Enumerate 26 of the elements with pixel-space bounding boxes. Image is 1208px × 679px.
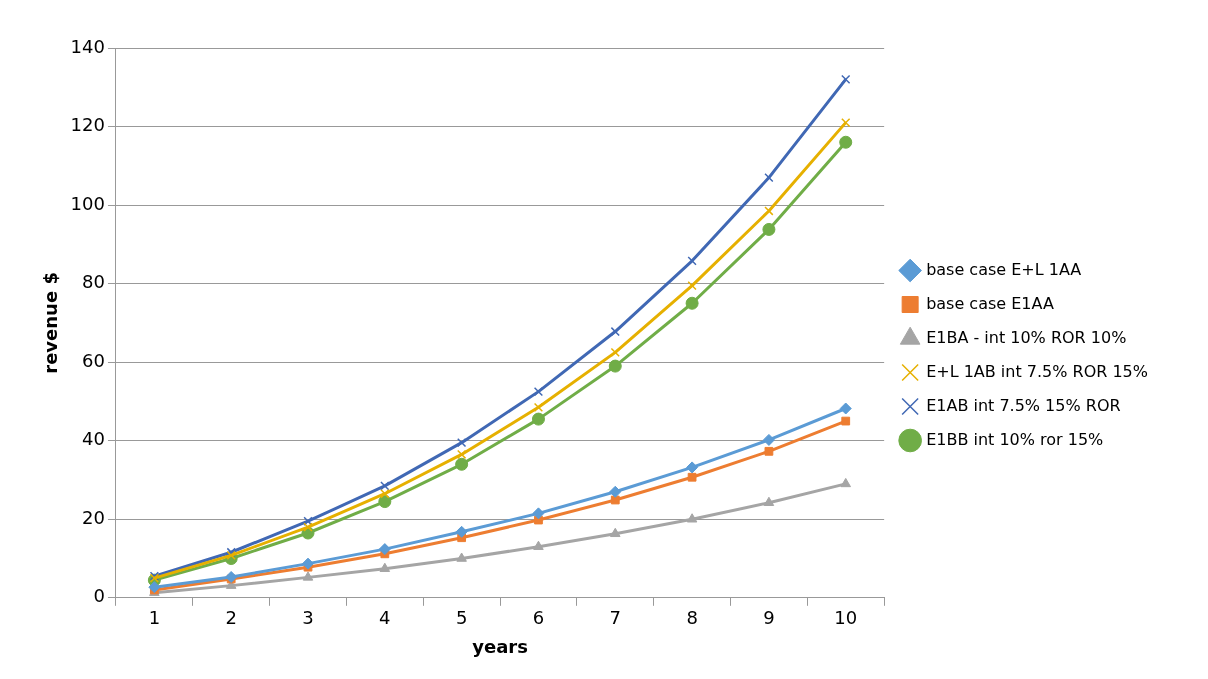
y-axis-title: revenue $ bbox=[40, 272, 62, 374]
y-tick-label: 140 bbox=[70, 35, 105, 57]
legend-label: E1AB int 7.5% 15% ROR bbox=[926, 395, 1121, 415]
x-axis-title: years bbox=[472, 635, 528, 657]
y-tick-label: 60 bbox=[82, 349, 105, 371]
x-tick-label: 9 bbox=[763, 607, 775, 629]
y-tick-label: 40 bbox=[82, 428, 105, 450]
y-tick-label: 100 bbox=[70, 192, 105, 214]
x-tick-label: 2 bbox=[225, 607, 237, 629]
y-tick-label: 0 bbox=[93, 585, 105, 607]
x-tick-label: 3 bbox=[302, 607, 314, 629]
y-tick-label: 120 bbox=[70, 114, 105, 136]
legend-label: E1BB int 10% ror 15% bbox=[926, 429, 1104, 449]
y-tick-label: 80 bbox=[82, 271, 105, 293]
x-tick-label: 7 bbox=[609, 607, 621, 629]
legend-label: E+L 1AB int 7.5% ROR 15% bbox=[926, 361, 1148, 381]
legend-label: E1BA - int 10% ROR 10% bbox=[926, 327, 1127, 347]
x-tick-label: 4 bbox=[379, 607, 391, 629]
y-tick-label: 20 bbox=[82, 506, 105, 528]
legend-label: base case E+L 1AA bbox=[926, 259, 1082, 279]
legend-label: base case E1AA bbox=[926, 293, 1054, 313]
x-tick-label: 6 bbox=[532, 607, 545, 629]
x-tick-label: 10 bbox=[834, 607, 858, 629]
x-tick-label: 8 bbox=[686, 607, 698, 629]
x-tick-label: 1 bbox=[148, 607, 161, 629]
x-tick-label: 5 bbox=[455, 607, 468, 629]
